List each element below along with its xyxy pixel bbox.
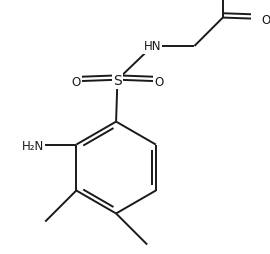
- Text: HN: HN: [144, 40, 161, 53]
- Text: O: O: [72, 76, 81, 89]
- Text: O: O: [261, 14, 270, 27]
- Text: H₂N: H₂N: [22, 139, 44, 153]
- Text: S: S: [113, 74, 122, 88]
- Text: O: O: [154, 76, 163, 89]
